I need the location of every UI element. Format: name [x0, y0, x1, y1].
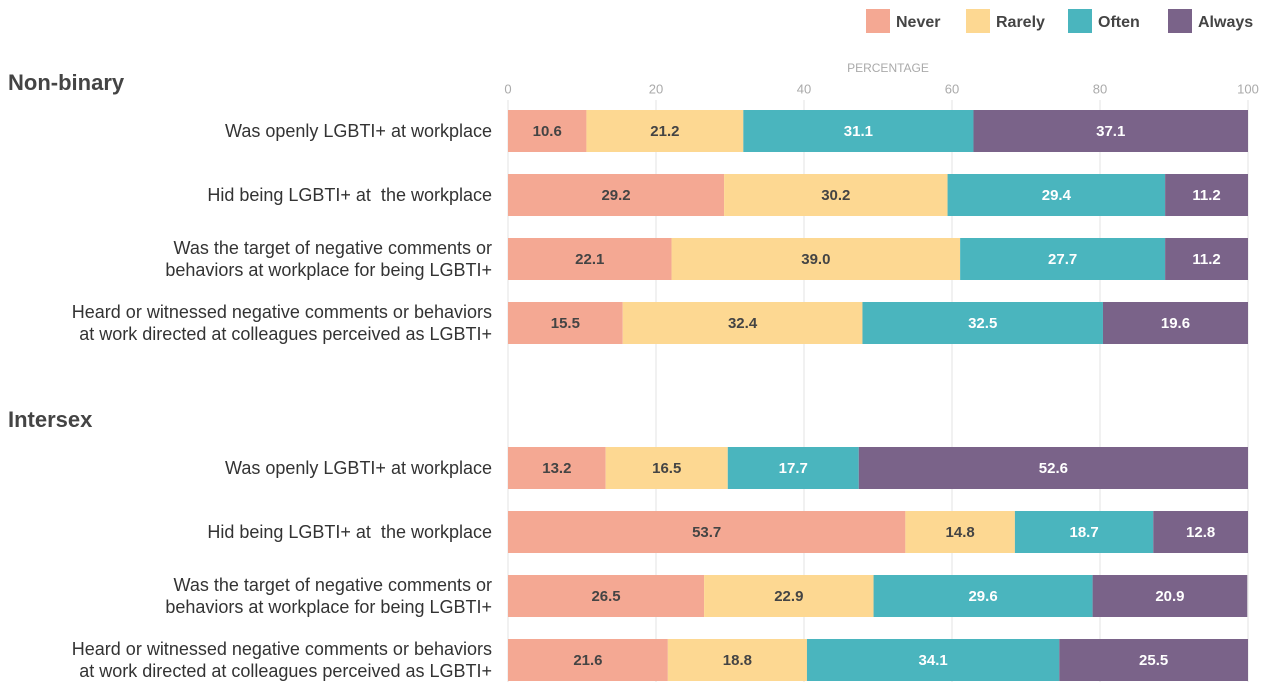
data-label: 37.1 [1096, 123, 1125, 140]
data-label: 32.4 [728, 315, 758, 332]
bar-segment [960, 238, 1166, 280]
bar-segment [858, 447, 1248, 489]
category-label: Heard or witnessed negative comments or … [71, 639, 492, 681]
bar-segment [1153, 511, 1248, 553]
data-label: 15.5 [551, 315, 580, 332]
x-tick-label: 80 [1093, 81, 1107, 96]
data-label: 16.5 [652, 460, 681, 477]
data-label: 52.6 [1039, 460, 1068, 477]
bar-segment [743, 110, 974, 152]
data-label: 14.8 [946, 524, 975, 541]
data-label: 20.9 [1155, 588, 1184, 605]
category-label: Was openly LGBTI+ at workplace [225, 458, 492, 478]
legend-swatch [866, 9, 890, 33]
category-label: Hid being LGBTI+ at the workplace [207, 522, 492, 542]
x-tick-label: 60 [945, 81, 959, 96]
category-label: Was the target of negative comments or b… [165, 575, 492, 617]
legend-label: Rarely [996, 14, 1045, 31]
bar-segment [1102, 302, 1248, 344]
bar-segment [1014, 511, 1154, 553]
data-label: 11.2 [1192, 251, 1220, 268]
data-label: 10.6 [533, 123, 562, 140]
legend-label: Never [896, 14, 940, 31]
bar-segment [727, 447, 859, 489]
bar-segment [508, 302, 623, 344]
bar-segment [1165, 238, 1248, 280]
bar-segment [873, 575, 1093, 617]
legend-swatch [1168, 9, 1192, 33]
bar-segment [508, 575, 705, 617]
bar-segment [667, 639, 807, 681]
bar-segment [508, 238, 672, 280]
bar-segment [1059, 639, 1248, 681]
x-tick-label: 20 [649, 81, 663, 96]
category-label: Heard or witnessed negative comments or … [71, 302, 492, 344]
bar-segment [862, 302, 1103, 344]
bar-segment [508, 174, 725, 216]
group-title: Non-binary [8, 70, 125, 95]
category-label: Was openly LGBTI+ at workplace [225, 121, 492, 141]
data-label: 21.2 [650, 123, 679, 140]
data-label: 30.2 [821, 187, 850, 204]
bar-segment [1092, 575, 1248, 617]
data-label: 53.7 [692, 524, 721, 541]
data-label: 17.7 [779, 460, 808, 477]
data-label: 11.2 [1192, 187, 1220, 204]
data-label: 12.8 [1186, 524, 1215, 541]
data-label: 18.7 [1069, 524, 1098, 541]
legend-swatch [1068, 9, 1092, 33]
bar-segment [724, 174, 948, 216]
bar-segment [947, 174, 1166, 216]
bar-segment [622, 302, 863, 344]
data-label: 31.1 [844, 123, 873, 140]
data-label: 34.1 [919, 652, 948, 669]
x-axis-label: PERCENTAGE [847, 61, 929, 75]
bar-segment [508, 447, 606, 489]
legend-label: Always [1198, 14, 1253, 31]
bar-segment [973, 110, 1248, 152]
bar-segment [508, 511, 906, 553]
data-label: 19.6 [1161, 315, 1190, 332]
x-tick-label: 40 [797, 81, 811, 96]
bar-segment [1165, 174, 1248, 216]
group-title: Intersex [8, 407, 93, 432]
bar-segment [586, 110, 744, 152]
x-tick-label: 100 [1237, 81, 1259, 96]
data-label: 29.4 [1042, 187, 1072, 204]
bar-segment [671, 238, 961, 280]
data-label: 22.1 [575, 251, 604, 268]
bar-segment [508, 639, 668, 681]
bar-segment [806, 639, 1060, 681]
bar-segment [508, 110, 587, 152]
data-label: 25.5 [1139, 652, 1168, 669]
bar-segment [704, 575, 874, 617]
legend-label: Often [1098, 14, 1140, 31]
data-label: 27.7 [1048, 251, 1077, 268]
data-label: 29.2 [601, 187, 630, 204]
category-label: Hid being LGBTI+ at the workplace [207, 185, 492, 205]
legend-swatch [966, 9, 990, 33]
category-label: Was the target of negative comments or b… [165, 238, 492, 280]
x-tick-label: 0 [504, 81, 511, 96]
data-label: 13.2 [542, 460, 571, 477]
data-label: 32.5 [968, 315, 997, 332]
data-label: 26.5 [591, 588, 620, 605]
data-label: 18.8 [723, 652, 752, 669]
data-label: 39.0 [801, 251, 830, 268]
data-label: 21.6 [573, 652, 602, 669]
bar-segment [605, 447, 728, 489]
data-label: 29.6 [968, 588, 997, 605]
bar-segment [905, 511, 1015, 553]
data-label: 22.9 [774, 588, 803, 605]
